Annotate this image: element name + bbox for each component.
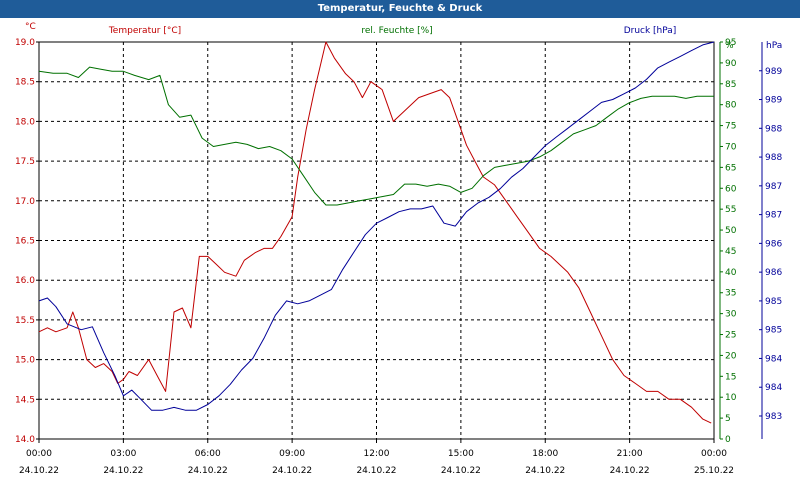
x-tick-time: 12:00 (364, 449, 390, 459)
pressure-axis-label: Druck [hPa] (624, 26, 677, 36)
x-tick-time: 21:00 (617, 449, 643, 459)
x-tick-time: 03:00 (110, 449, 136, 459)
humidity-tick-label: 85 (725, 80, 736, 90)
temperature-tick-label: 14.0 (15, 435, 35, 445)
pressure-tick-label: 986 (765, 239, 782, 249)
pressure-tick-label: 986 (765, 268, 782, 278)
pressure-series-line (38, 41, 715, 411)
pressure-tick-label: 984 (765, 383, 782, 393)
pressure-tick-label: 985 (765, 297, 782, 307)
window-title: Temperatur, Feuchte & Druck (0, 0, 800, 18)
humidity-tick-label: 95 (725, 38, 736, 48)
humidity-tick-label: 25 (725, 331, 736, 341)
temperature-tick-label: 18.5 (15, 78, 35, 88)
temperature-tick-label: 16.0 (15, 276, 35, 286)
pressure-tick-label: 989 (765, 67, 782, 77)
humidity-series-line (38, 66, 714, 206)
pressure-tick-label: 987 (765, 211, 782, 221)
x-tick-time: 18:00 (532, 449, 558, 459)
humidity-tick-label: 30 (725, 310, 737, 320)
x-tick-date: 24.10.22 (356, 466, 396, 476)
humidity-tick-label: 0 (725, 435, 731, 445)
x-tick-date: 24.10.22 (525, 466, 565, 476)
x-tick-time: 09:00 (279, 449, 305, 459)
pressure-tick-label: 988 (765, 124, 782, 134)
humidity-axis-label: rel. Feuchte [%] (361, 26, 432, 36)
x-tick-date: 24.10.22 (19, 466, 59, 476)
pressure-tick-label: 985 (765, 326, 782, 336)
pressure-tick-label: 988 (765, 153, 782, 163)
temperature-tick-label: 15.5 (15, 316, 35, 326)
pressure-tick-label: 983 (765, 412, 782, 422)
humidity-tick-label: 55 (725, 205, 736, 215)
humidity-tick-label: 10 (725, 393, 737, 403)
temperature-series-line (38, 41, 712, 424)
temperature-tick-label: 15.0 (15, 356, 35, 366)
axes-layer: °C Temperatur [°C] rel. Feuchte [%] Druc… (15, 22, 782, 476)
temperature-tick-label: 16.5 (15, 237, 35, 247)
chart-canvas: °C Temperatur [°C] rel. Feuchte [%] Druc… (15, 22, 782, 476)
x-tick-date: 24.10.22 (610, 466, 650, 476)
humidity-tick-label: 35 (725, 289, 736, 299)
humidity-tick-label: 75 (725, 122, 736, 132)
humidity-unit: % (725, 41, 734, 51)
temperature-tick-label: 17.5 (15, 157, 35, 167)
x-tick-time: 00:00 (26, 449, 52, 459)
humidity-tick-label: 15 (725, 372, 736, 382)
x-tick-time: 06:00 (195, 449, 221, 459)
humidity-tick-label: 80 (725, 101, 737, 111)
humidity-tick-label: 20 (725, 351, 737, 361)
x-tick-date: 25.10.22 (694, 466, 734, 476)
humidity-tick-label: 45 (725, 247, 736, 257)
temperature-tick-label: 17.0 (15, 197, 35, 207)
pressure-tick-label: 984 (765, 354, 782, 364)
humidity-tick-label: 90 (725, 59, 737, 69)
humidity-tick-label: 50 (725, 226, 737, 236)
pressure-tick-label: 987 (765, 182, 782, 192)
pressure-tick-label: 989 (765, 96, 782, 106)
humidity-tick-label: 40 (725, 268, 737, 278)
humidity-tick-label: 65 (725, 163, 736, 173)
humidity-tick-label: 60 (725, 184, 737, 194)
x-tick-date: 24.10.22 (272, 466, 312, 476)
humidity-tick-label: 5 (725, 414, 731, 424)
temperature-tick-label: 14.5 (15, 395, 35, 405)
grid (36, 41, 715, 443)
x-tick-date: 24.10.22 (103, 466, 143, 476)
x-tick-date: 24.10.22 (188, 466, 228, 476)
humidity-tick-label: 70 (725, 142, 737, 152)
pressure-unit: hPa (766, 41, 782, 51)
temperature-tick-label: 18.0 (15, 117, 35, 127)
series-layer (38, 41, 715, 424)
temperature-unit: °C (25, 22, 36, 32)
x-tick-time: 15:00 (448, 449, 474, 459)
temperature-axis-label: Temperatur [°C] (108, 26, 181, 36)
x-tick-date: 24.10.22 (441, 466, 481, 476)
temperature-tick-label: 19.0 (15, 38, 35, 48)
x-tick-time: 00:00 (701, 449, 727, 459)
